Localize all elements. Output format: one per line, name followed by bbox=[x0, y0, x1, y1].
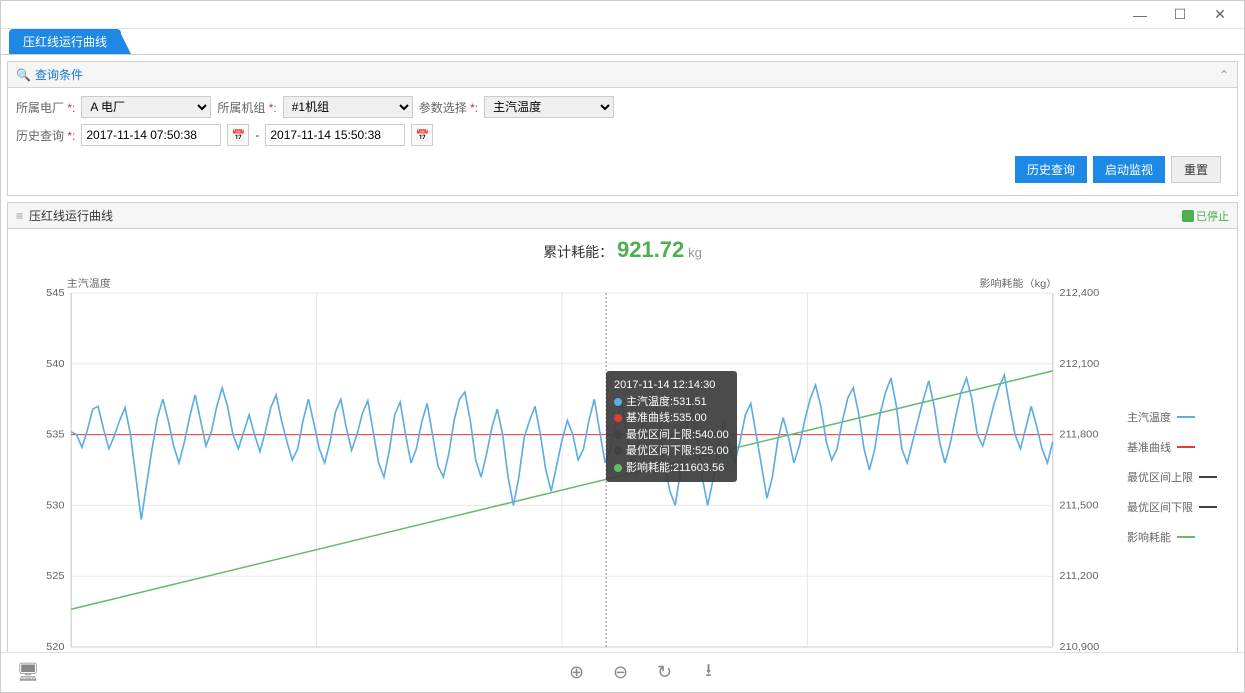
end-datetime-input[interactable] bbox=[265, 124, 405, 146]
svg-text:211,500: 211,500 bbox=[1059, 500, 1098, 511]
total-unit: kg bbox=[688, 245, 702, 260]
zoom-out-icon[interactable]: ⊖ bbox=[610, 662, 632, 684]
line-chart: 520 525 530 535 540 545 210,900 211,200 211,500 2… bbox=[16, 275, 1119, 652]
legend-swatch bbox=[1177, 446, 1195, 448]
unit-label: 所属机组 *: bbox=[217, 99, 276, 116]
tab-label: 压红线运行曲线 bbox=[23, 35, 107, 49]
total-row: 累计耗能： 921.72 kg bbox=[8, 229, 1237, 271]
legend-label: 主汽温度 bbox=[1127, 409, 1171, 425]
start-datetime-input[interactable] bbox=[81, 124, 221, 146]
status-badge: 已停止 bbox=[1182, 208, 1229, 224]
filter-body: 所属电厂 *: A 电厂 所属机组 *: #1机组 参数选择 *: 主汽温度 历… bbox=[8, 88, 1237, 195]
titlebar: — ☐ ✕ bbox=[1, 1, 1244, 29]
svg-text:525: 525 bbox=[46, 571, 65, 582]
start-monitor-button[interactable]: 启动监视 bbox=[1093, 156, 1165, 183]
chart-legend: 主汽温度基准曲线最优区间上限最优区间下限影响耗能 bbox=[1119, 275, 1229, 652]
history-label: 历史查询 *: bbox=[16, 127, 75, 144]
total-label: 累计耗能： bbox=[543, 244, 613, 260]
svg-text:212,100: 212,100 bbox=[1059, 358, 1099, 369]
param-select[interactable]: 主汽温度 bbox=[484, 96, 614, 118]
svg-text:545: 545 bbox=[46, 287, 65, 298]
reset-button[interactable]: 重置 bbox=[1171, 156, 1221, 183]
filter-panel: 🔍 查询条件 ⌃ 所属电厂 *: A 电厂 所属机组 *: #1机组 参数选择 … bbox=[7, 61, 1238, 196]
unit-select[interactable]: #1机组 bbox=[283, 96, 413, 118]
grip-icon: ≡ bbox=[16, 209, 23, 223]
svg-text:520: 520 bbox=[46, 641, 65, 652]
total-value: 921.72 bbox=[617, 237, 684, 262]
app-body: 🔍 查询条件 ⌃ 所属电厂 *: A 电厂 所属机组 *: #1机组 参数选择 … bbox=[1, 55, 1244, 652]
chart-panel: ≡ 压红线运行曲线 已停止 累计耗能： 921.72 kg 5205255305… bbox=[7, 202, 1238, 652]
legend-item[interactable]: 最优区间上限 bbox=[1127, 469, 1229, 485]
screen-icon[interactable]: 🖥 bbox=[17, 662, 39, 684]
filter-buttons: 历史查询 启动监视 重置 bbox=[16, 152, 1229, 187]
maximize-button[interactable]: ☐ bbox=[1160, 3, 1200, 27]
chart-svg-wrap: 520 525 530 535 540 545 210,900 211,200 211,500 2… bbox=[16, 275, 1119, 652]
plant-select[interactable]: A 电厂 bbox=[81, 96, 211, 118]
collapse-icon[interactable]: ⌃ bbox=[1219, 68, 1229, 82]
minimize-button[interactable]: — bbox=[1120, 3, 1160, 27]
svg-text:212,400: 212,400 bbox=[1059, 287, 1099, 298]
svg-text:主汽温度: 主汽温度 bbox=[67, 278, 112, 290]
filter-row-1: 所属电厂 *: A 电厂 所属机组 *: #1机组 参数选择 *: 主汽温度 bbox=[16, 96, 1229, 118]
svg-text:210,900: 210,900 bbox=[1059, 641, 1099, 652]
param-label: 参数选择 *: bbox=[419, 99, 478, 116]
chart-panel-header: ≡ 压红线运行曲线 已停止 bbox=[8, 203, 1237, 229]
legend-swatch bbox=[1199, 476, 1217, 478]
download-icon[interactable]: ⭳ bbox=[698, 662, 720, 684]
svg-text:540: 540 bbox=[46, 358, 65, 369]
svg-text:211,800: 211,800 bbox=[1059, 429, 1098, 440]
range-sep: - bbox=[255, 128, 259, 142]
refresh-icon[interactable]: ↻ bbox=[654, 662, 676, 684]
app-window: — ☐ ✕ 压红线运行曲线 🔍 查询条件 ⌃ 所属电厂 *: A 电厂 所属机组… bbox=[0, 0, 1245, 693]
svg-text:211,200: 211,200 bbox=[1059, 571, 1098, 582]
svg-text:535: 535 bbox=[46, 429, 65, 440]
history-query-button[interactable]: 历史查询 bbox=[1015, 156, 1087, 183]
status-text: 已停止 bbox=[1196, 208, 1229, 224]
chart-panel-title: 压红线运行曲线 bbox=[29, 207, 113, 224]
search-icon: 🔍 bbox=[16, 68, 31, 82]
svg-text:影响耗能（kg）: 影响耗能（kg） bbox=[979, 278, 1057, 290]
legend-item[interactable]: 基准曲线 bbox=[1127, 439, 1229, 455]
tab-active[interactable]: 压红线运行曲线 bbox=[9, 29, 121, 54]
tabbar: 压红线运行曲线 bbox=[1, 29, 1244, 55]
status-dot-icon bbox=[1182, 210, 1194, 222]
filter-panel-title: 查询条件 bbox=[35, 66, 83, 83]
legend-swatch bbox=[1199, 506, 1217, 508]
close-button[interactable]: ✕ bbox=[1200, 3, 1240, 27]
bottom-toolbar: 🖥 ⊕ ⊖ ↻ ⭳ bbox=[1, 652, 1244, 692]
legend-label: 最优区间下限 bbox=[1127, 499, 1193, 515]
plant-label: 所属电厂 *: bbox=[16, 99, 75, 116]
chart-area: 520 525 530 535 540 545 210,900 211,200 211,500 2… bbox=[8, 271, 1237, 652]
legend-item[interactable]: 主汽温度 bbox=[1127, 409, 1229, 425]
svg-text:530: 530 bbox=[46, 500, 65, 511]
legend-swatch bbox=[1177, 416, 1195, 418]
legend-item[interactable]: 影响耗能 bbox=[1127, 529, 1229, 545]
legend-item[interactable]: 最优区间下限 bbox=[1127, 499, 1229, 515]
legend-swatch bbox=[1177, 536, 1195, 538]
calendar-icon[interactable]: 📅 bbox=[227, 124, 249, 146]
legend-label: 基准曲线 bbox=[1127, 439, 1171, 455]
zoom-in-icon[interactable]: ⊕ bbox=[566, 662, 588, 684]
filter-row-2: 历史查询 *: 📅 - 📅 bbox=[16, 124, 1229, 146]
legend-label: 影响耗能 bbox=[1127, 529, 1171, 545]
filter-panel-header: 🔍 查询条件 ⌃ bbox=[8, 62, 1237, 88]
legend-label: 最优区间上限 bbox=[1127, 469, 1193, 485]
calendar-icon[interactable]: 📅 bbox=[411, 124, 433, 146]
